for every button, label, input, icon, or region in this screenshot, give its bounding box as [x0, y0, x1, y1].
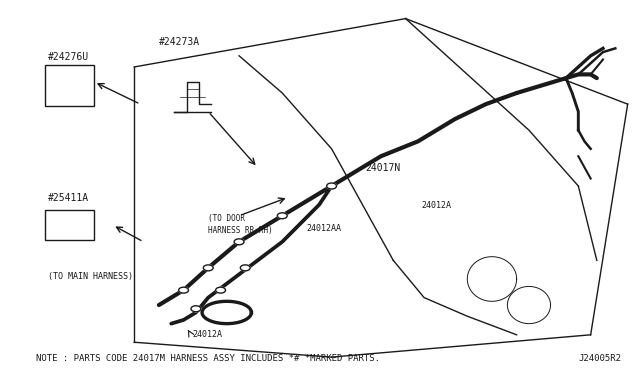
FancyBboxPatch shape — [45, 65, 94, 106]
Circle shape — [179, 287, 189, 293]
Circle shape — [240, 265, 250, 271]
Text: (TO DOOR
HARNESS RR RH): (TO DOOR HARNESS RR RH) — [208, 214, 273, 234]
Circle shape — [326, 183, 337, 189]
Circle shape — [234, 239, 244, 245]
FancyBboxPatch shape — [45, 210, 94, 240]
Text: #25411A: #25411A — [48, 193, 89, 203]
Text: 24012AA: 24012AA — [307, 224, 342, 232]
Text: 24012A: 24012A — [421, 201, 451, 210]
Circle shape — [204, 265, 213, 271]
Circle shape — [277, 213, 287, 219]
Text: #24273A: #24273A — [159, 36, 200, 46]
Text: 24017N: 24017N — [365, 163, 401, 173]
Text: J24005R2: J24005R2 — [579, 354, 621, 363]
Text: 24012A: 24012A — [193, 330, 223, 339]
Text: NOTE : PARTS CODE 24017M HARNESS ASSY INCLUDES *# *MARKED PARTS.: NOTE : PARTS CODE 24017M HARNESS ASSY IN… — [36, 354, 380, 363]
Text: (TO MAIN HARNESS): (TO MAIN HARNESS) — [48, 272, 133, 281]
Text: #24276U: #24276U — [48, 51, 89, 61]
Circle shape — [216, 287, 225, 293]
Circle shape — [191, 306, 201, 312]
